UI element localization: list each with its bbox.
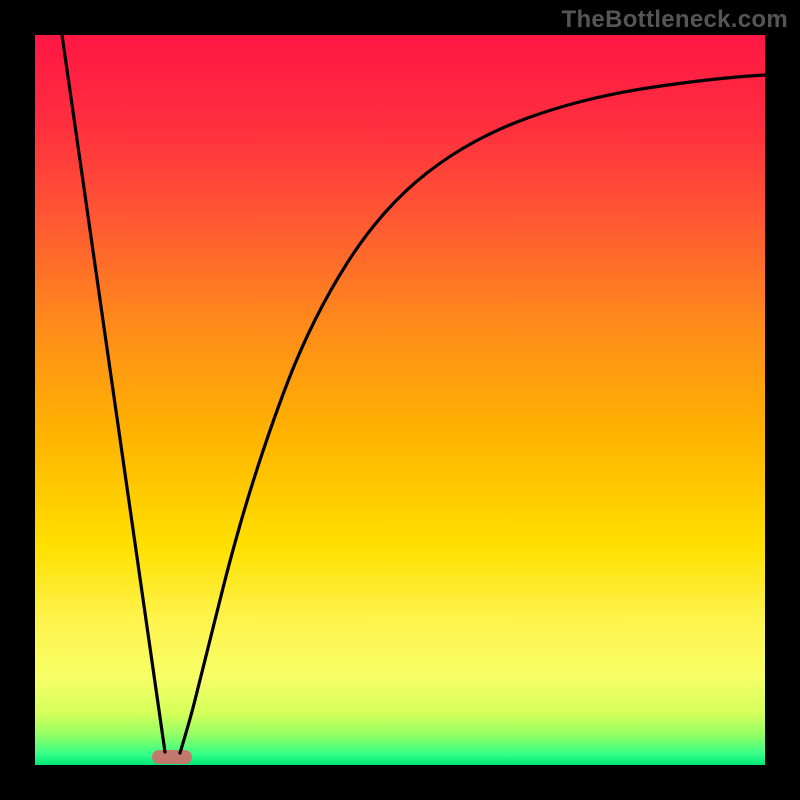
watermark-text: TheBottleneck.com	[562, 6, 788, 34]
gradient-background	[35, 35, 765, 765]
bottleneck-marker	[152, 750, 192, 764]
chart-svg	[0, 0, 800, 800]
chart-container: TheBottleneck.com	[0, 0, 800, 800]
